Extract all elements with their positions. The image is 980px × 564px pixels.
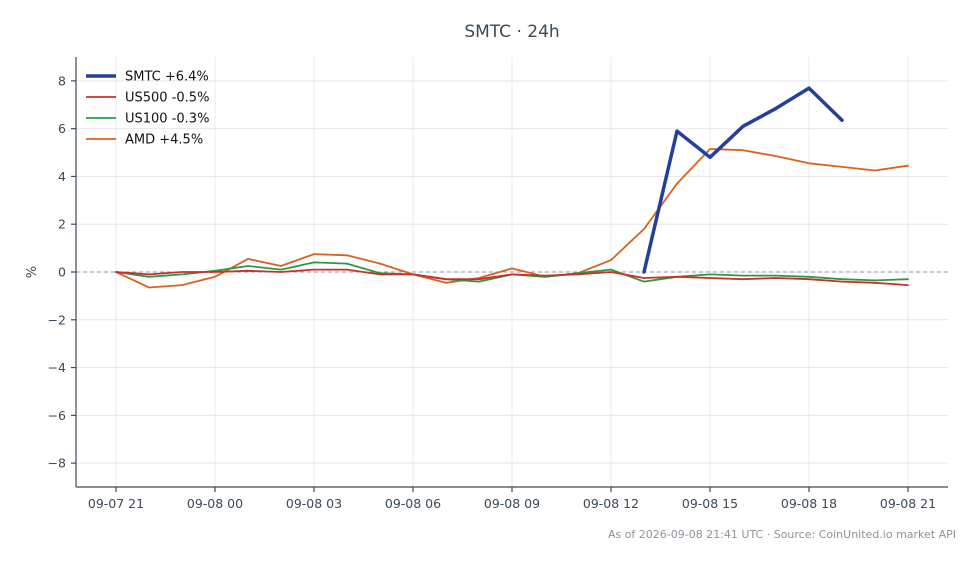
legend-label: SMTC +6.4% <box>125 70 209 85</box>
y-axis-ticks: 8 6 4 2 0 −2 −4 −6 −8 <box>48 73 76 471</box>
y-tick-label: −4 <box>48 360 66 375</box>
footer-source: As of 2026-09-08 21:41 UTC · Source: Coi… <box>608 528 956 541</box>
y-tick-label: −8 <box>48 456 66 471</box>
y-tick-label: −6 <box>48 408 66 423</box>
x-tick-label: 09-08 00 <box>187 496 243 511</box>
y-tick-label: 4 <box>58 169 66 184</box>
series-line-3 <box>115 148 909 289</box>
x-tick-label: 09-08 06 <box>385 496 441 511</box>
chart-title: SMTC · 24h <box>464 22 559 42</box>
y-tick-label: 6 <box>58 121 66 136</box>
y-tick-label: 0 <box>58 265 66 280</box>
legend-label: AMD +4.5% <box>125 133 203 148</box>
x-tick-label: 09-08 18 <box>781 496 837 511</box>
y-tick-label: 8 <box>58 73 66 88</box>
x-tick-label: 09-08 03 <box>286 496 342 511</box>
x-tick-label: 09-08 09 <box>484 496 540 511</box>
y-axis-label: % <box>25 266 40 278</box>
x-axis-ticks: 09-07 21 09-08 00 09-08 03 09-08 06 09-08 09… <box>88 487 936 511</box>
y-tick-label: 2 <box>58 217 66 232</box>
legend-label: US100 -0.3% <box>125 112 209 127</box>
legend: SMTC +6.4% US500 -0.5% US100 -0.3% AMD +4.5… <box>86 70 209 148</box>
x-tick-label: 09-07 21 <box>88 496 144 511</box>
x-tick-label: 09-08 21 <box>880 496 936 511</box>
series-lines <box>115 86 909 289</box>
y-tick-label: −2 <box>48 312 66 327</box>
x-tick-label: 09-08 15 <box>682 496 738 511</box>
legend-label: US500 -0.5% <box>125 91 209 106</box>
series-line-1 <box>115 268 909 286</box>
series-line-0 <box>642 86 844 274</box>
x-tick-label: 09-08 12 <box>583 496 639 511</box>
